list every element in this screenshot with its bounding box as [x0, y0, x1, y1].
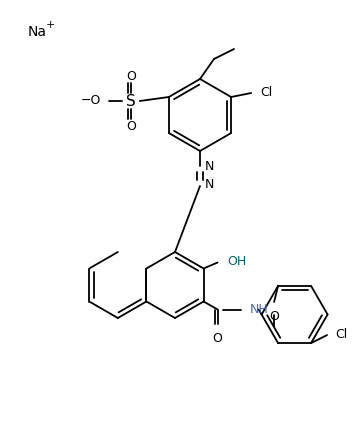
- Text: −O: −O: [80, 95, 101, 108]
- Text: O: O: [213, 331, 222, 344]
- Text: O: O: [126, 120, 136, 133]
- Text: N: N: [205, 161, 214, 174]
- Text: Cl: Cl: [335, 327, 347, 340]
- Text: N: N: [205, 178, 214, 191]
- Text: +: +: [46, 20, 55, 30]
- Text: Cl: Cl: [260, 86, 273, 99]
- Text: S: S: [126, 93, 136, 108]
- Text: O: O: [269, 310, 279, 323]
- Text: NH: NH: [249, 303, 268, 316]
- Text: Na: Na: [28, 25, 47, 39]
- Text: OH: OH: [228, 255, 247, 268]
- Text: O: O: [126, 70, 136, 83]
